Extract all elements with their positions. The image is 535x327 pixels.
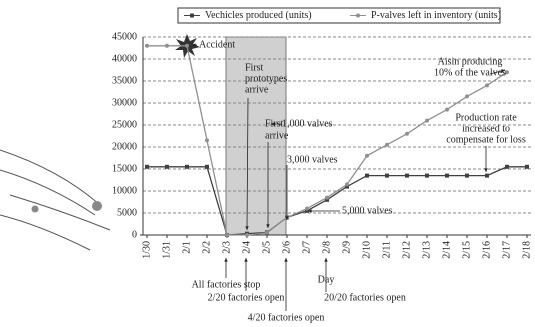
data-point [345, 182, 349, 186]
annotation: 1,000 valves [282, 118, 333, 129]
annotation: arrive [245, 84, 269, 95]
annotation: 20/20 factories open [324, 292, 406, 303]
y-tick-label: 45000 [112, 31, 137, 42]
annotation: Production rate [455, 112, 517, 123]
x-tick-label: 2/1 [181, 241, 192, 254]
data-point [485, 83, 489, 87]
x-tick-label: 2/7 [301, 241, 312, 254]
x-tick-label: 2/11 [381, 241, 392, 258]
x-tick-label: 2/3 [221, 241, 232, 254]
x-tick-label: 2/4 [241, 241, 252, 254]
x-tick-label: 2/10 [361, 241, 372, 259]
x-tick-label: 2/16 [481, 241, 492, 259]
x-tick-label: 2/2 [201, 241, 212, 254]
x-tick-label: 2/5 [261, 241, 272, 254]
y-tick-label: 0 [132, 229, 137, 240]
data-point [245, 233, 249, 237]
x-tick-label: 2/12 [401, 241, 412, 259]
annotation: arrive [265, 130, 289, 141]
decor-dot [92, 201, 102, 211]
annotation: Accident [199, 39, 235, 50]
data-point [425, 119, 429, 123]
legend-label: P-valves left in inventory (units) [371, 10, 501, 21]
data-point [205, 138, 209, 142]
data-point [385, 143, 389, 147]
y-tick-label: 20000 [112, 141, 137, 152]
annotation: increased to [462, 123, 510, 134]
data-point [185, 44, 189, 48]
data-point [185, 165, 189, 169]
x-tick-label: 2/9 [341, 241, 352, 254]
x-tick-label: 2/17 [501, 241, 512, 259]
annotation: 3,000 valves [287, 154, 338, 165]
annotation: compensate for loss [446, 134, 526, 145]
arrow-head [224, 258, 227, 262]
annotation: 4/20 factories open [248, 312, 325, 323]
y-tick-label: 15000 [112, 163, 137, 174]
y-tick-label: 30000 [112, 97, 137, 108]
annotation: 2/20 factories open [208, 292, 285, 303]
data-point [305, 207, 309, 211]
x-tick-label: 1/31 [161, 241, 172, 259]
data-point [445, 108, 449, 112]
legend-label: Vechicles produced (units) [205, 10, 312, 21]
data-point [265, 231, 269, 235]
data-point [525, 165, 529, 169]
data-point [405, 132, 409, 136]
data-point [205, 165, 209, 169]
y-tick-label: 35000 [112, 75, 137, 86]
annotation: prototypes [245, 73, 287, 84]
arrow-head [324, 258, 327, 262]
y-tick-label: 40000 [112, 53, 137, 64]
data-point [165, 165, 169, 169]
x-tick-label: 2/8 [321, 241, 332, 254]
decor-dot [32, 206, 39, 213]
data-point [145, 44, 149, 48]
decoration [0, 150, 110, 250]
data-point [445, 174, 449, 178]
decor-curve [0, 215, 90, 250]
data-point [365, 154, 369, 158]
annotation: First [245, 62, 264, 73]
data-point [225, 233, 229, 237]
arrow-head [244, 258, 247, 262]
annotation: All factories stop [192, 279, 261, 290]
y-tick-label: 5000 [117, 207, 137, 218]
data-point [425, 174, 429, 178]
arrow-head [284, 258, 287, 262]
data-point [485, 174, 489, 178]
data-point [465, 94, 469, 98]
y-tick-label: 10000 [112, 185, 137, 196]
data-point [465, 174, 469, 178]
arrow-head [484, 168, 487, 172]
data-point [325, 196, 329, 200]
legend-marker [356, 14, 360, 18]
data-point [385, 174, 389, 178]
x-tick-label: 2/13 [421, 241, 432, 259]
x-tick-label: 2/6 [281, 241, 292, 254]
series-line [147, 167, 527, 235]
legend-marker [190, 14, 194, 18]
y-tick-label: 25000 [112, 119, 137, 130]
x-tick-label: 1/30 [141, 241, 152, 259]
x-tick-label: 2/15 [461, 241, 472, 259]
data-point [145, 165, 149, 169]
x-tick-label: 2/14 [441, 241, 452, 259]
x-tick-label: 2/18 [521, 241, 532, 259]
data-point [365, 174, 369, 178]
annotation: 5,000 valves [342, 205, 393, 216]
data-point [505, 165, 509, 169]
annotation: Aisin producing [438, 56, 503, 67]
chart: Day 050001000015000200002500030000350004… [0, 0, 535, 327]
decor-curve [0, 170, 95, 215]
data-point [165, 44, 169, 48]
data-point [405, 174, 409, 178]
